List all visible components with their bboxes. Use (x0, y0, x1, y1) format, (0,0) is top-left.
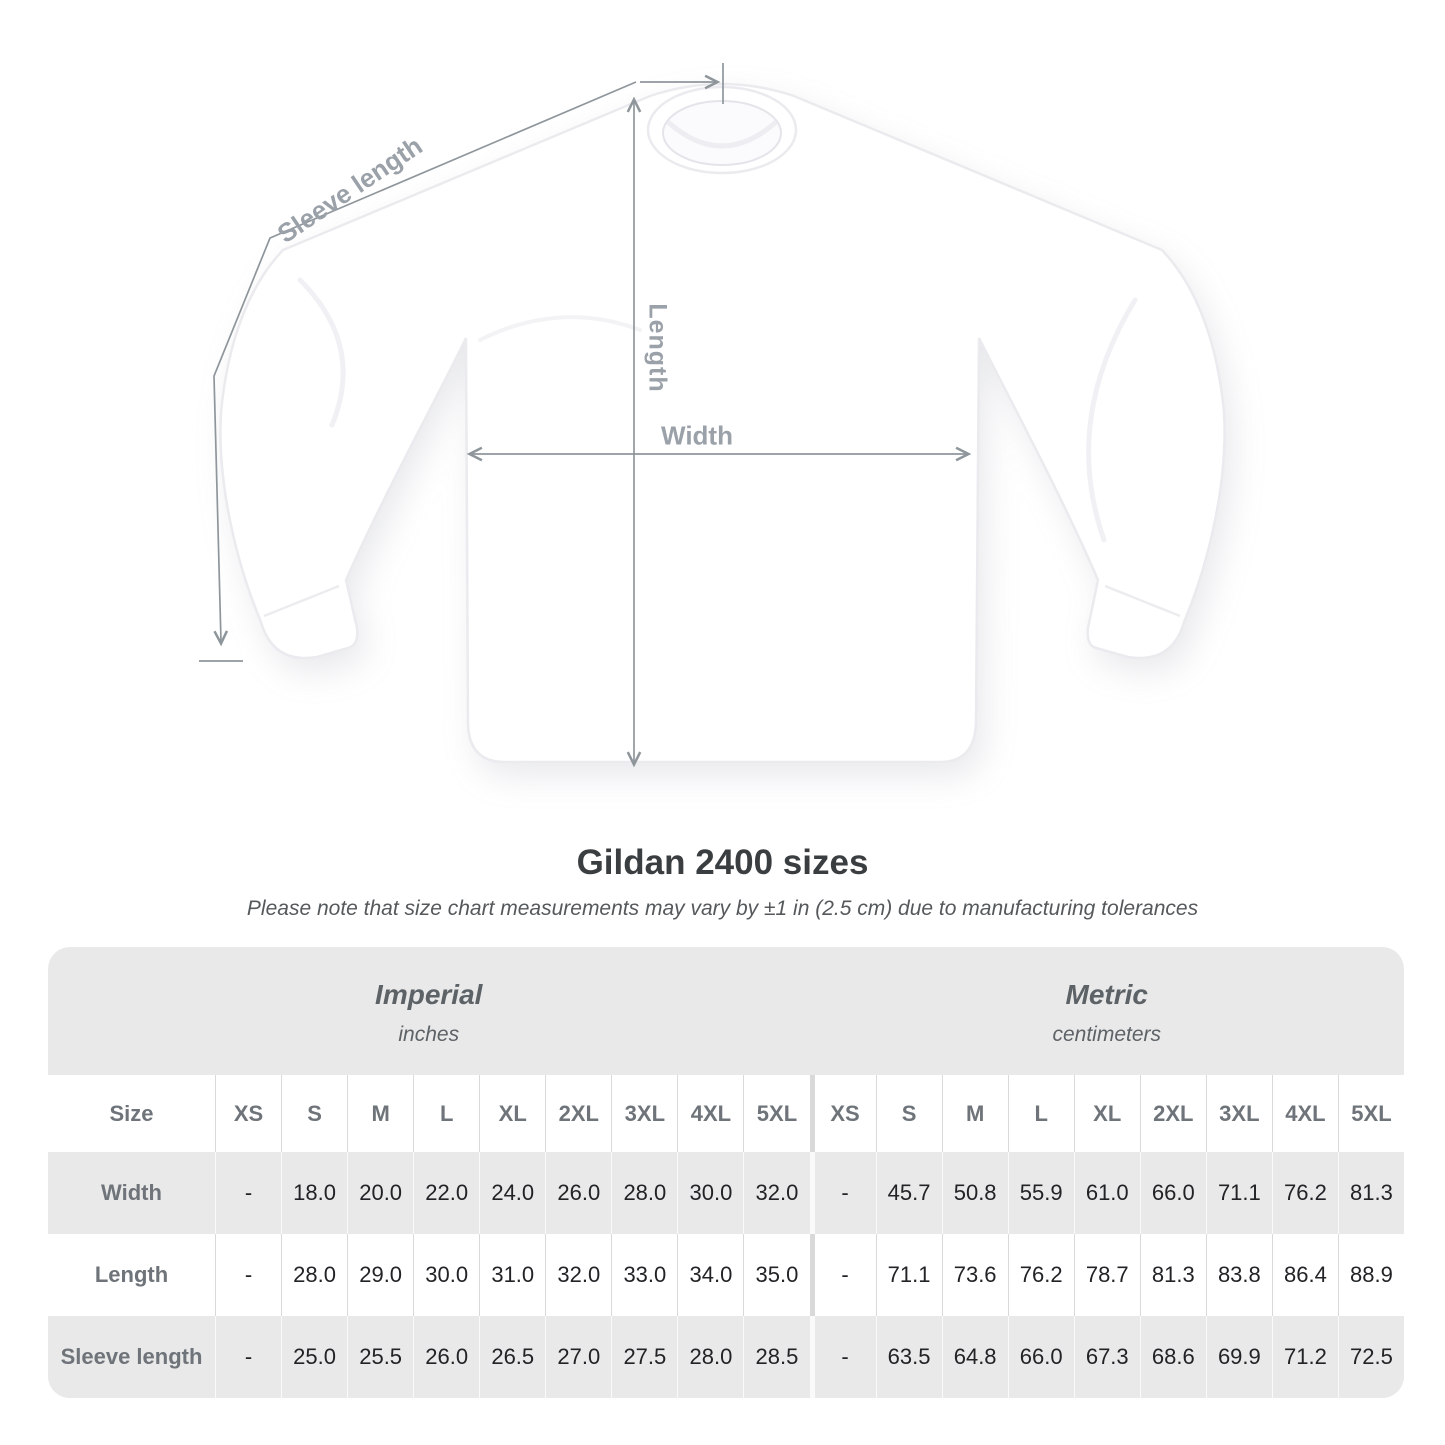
measurement-value: - (809, 1234, 876, 1316)
size-col-header-imperial-s: S (281, 1075, 347, 1152)
row-label: Length (94, 1262, 169, 1287)
measurement-value: 69.9 (1205, 1316, 1272, 1398)
shirt-measurement-diagram: Sleeve length Length Width (199, 63, 1226, 768)
size-col-header-imperial-3xl: 3XL (611, 1075, 677, 1152)
measurement-value: 63.5 (875, 1316, 942, 1398)
measurement-value: 32.0 (743, 1152, 809, 1234)
measurement-value: 71.2 (1271, 1316, 1338, 1398)
measurement-value: 35.0 (743, 1234, 809, 1316)
size-col-header-imperial-4xl: 4XL (677, 1075, 743, 1152)
measurement-value: 81.3 (1337, 1152, 1404, 1234)
metric-group-name: Metric (1065, 979, 1148, 1010)
measurement-value: 76.2 (1007, 1234, 1074, 1316)
size-col-header-imperial-m: M (347, 1075, 413, 1152)
imperial-group-unit: inches (398, 1023, 460, 1046)
measurement-value: 67.3 (1073, 1316, 1140, 1398)
measurement-value: 34.0 (677, 1234, 743, 1316)
measurement-value: 31.0 (479, 1234, 545, 1316)
measurement-value: 64.8 (941, 1316, 1008, 1398)
measurement-value: - (215, 1234, 281, 1316)
size-col-header-imperial-xl: XL (479, 1075, 545, 1152)
measurement-value: 68.6 (1139, 1316, 1206, 1398)
measurement-value: 66.0 (1007, 1316, 1074, 1398)
size-col-header-metric-2xl: 2XL (1139, 1075, 1206, 1152)
measurement-value: 83.8 (1205, 1234, 1272, 1316)
imperial-group-name: Imperial (375, 979, 483, 1010)
shirt-graphic (199, 63, 1226, 768)
size-col-header-imperial-5xl: 5XL (743, 1075, 809, 1152)
measurement-value: 28.0 (611, 1152, 677, 1234)
sleeve-length-arrow (199, 63, 724, 662)
size-col-header-metric-xs: XS (809, 1075, 876, 1152)
measurement-value: 25.0 (281, 1316, 347, 1398)
size-col-header-metric-5xl: 5XL (1337, 1075, 1404, 1152)
measurement-value: 20.0 (347, 1152, 413, 1234)
measurement-value: 25.5 (347, 1316, 413, 1398)
measurement-value: - (809, 1152, 876, 1234)
size-col-header-imperial-xs: XS (215, 1075, 281, 1152)
size-header-label: Size (109, 1100, 154, 1126)
measurement-value: 86.4 (1271, 1234, 1338, 1316)
measurement-value: 78.7 (1073, 1234, 1140, 1316)
table-row: Width -18.0 20.0 22.0 24.0 26.0 28.0 30.0 32.0-4… (48, 1152, 1404, 1234)
width-label: Width (661, 420, 733, 451)
measurement-value: 33.0 (611, 1234, 677, 1316)
tolerance-note: Please note that size chart measurements… (246, 897, 1199, 920)
measurement-value: 72.5 (1337, 1316, 1404, 1398)
measurement-value: - (809, 1316, 876, 1398)
row-label: Width (101, 1180, 162, 1205)
size-col-header-imperial-2xl: 2XL (545, 1075, 611, 1152)
page-title: Gildan 2400 sizes (576, 843, 869, 882)
size-col-header-metric-3xl: 3XL (1205, 1075, 1272, 1152)
measurement-value: 28.5 (743, 1316, 809, 1398)
size-col-header-metric-xl: XL (1073, 1075, 1140, 1152)
measurement-value: 71.1 (875, 1234, 942, 1316)
measurement-value: 88.9 (1337, 1234, 1404, 1316)
size-col-header-metric-4xl: 4XL (1271, 1075, 1338, 1152)
measurement-value: 45.7 (875, 1152, 942, 1234)
measurement-value: 29.0 (347, 1234, 413, 1316)
table-row: Sleeve length -25.0 25.5 26.0 26.5 27.0 27.5 28… (48, 1316, 1404, 1398)
imperial-group-header: Imperial inches (48, 947, 810, 1075)
measurement-value: 73.6 (941, 1234, 1008, 1316)
measurement-value: 28.0 (677, 1316, 743, 1398)
measurement-value: 26.0 (545, 1152, 611, 1234)
measurement-value: 27.5 (611, 1316, 677, 1398)
measurement-value: 30.0 (677, 1152, 743, 1234)
metric-group-unit: centimeters (1052, 1023, 1162, 1046)
measurement-value: 50.8 (941, 1152, 1008, 1234)
size-col-header-metric-l: L (1007, 1075, 1074, 1152)
measurement-value: - (215, 1316, 281, 1398)
size-chart-table: Imperial inches Metric centimeters Size X… (48, 947, 1404, 1398)
measurement-value: 26.5 (479, 1316, 545, 1398)
measurement-value: 66.0 (1139, 1152, 1206, 1234)
row-label: Sleeve length (60, 1344, 203, 1369)
size-header-row: Size XS S M L XL 2XL 3XL 4XL 5XL XS S M L XL 2XL 3XL 4XL 5… (48, 1075, 1404, 1152)
measurement-value: 26.0 (413, 1316, 479, 1398)
measurement-value: 30.0 (413, 1234, 479, 1316)
measurement-value: 71.1 (1205, 1152, 1272, 1234)
size-col-header-metric-m: M (941, 1075, 1008, 1152)
size-col-header-metric-s: S (875, 1075, 942, 1152)
measurement-lines (199, 63, 972, 768)
table-row: Length -28.0 29.0 30.0 31.0 32.0 33.0 34.0 35.0-… (48, 1234, 1404, 1316)
metric-group-header: Metric centimeters (810, 947, 1405, 1075)
size-col-header-imperial-l: L (413, 1075, 479, 1152)
long-sleeve-shirt-illustration (219, 82, 1226, 764)
measurement-value: - (215, 1152, 281, 1234)
measurement-value: 24.0 (479, 1152, 545, 1234)
measurement-value: 55.9 (1007, 1152, 1074, 1234)
measurement-value: 18.0 (281, 1152, 347, 1234)
length-label: Length (643, 303, 672, 393)
measurement-value: 76.2 (1271, 1152, 1338, 1234)
measurement-value: 22.0 (413, 1152, 479, 1234)
unit-group-header: Imperial inches Metric centimeters (48, 947, 1404, 1075)
measurement-value: 61.0 (1073, 1152, 1140, 1234)
measurement-value: 28.0 (281, 1234, 347, 1316)
measurement-value: 27.0 (545, 1316, 611, 1398)
measurement-value: 32.0 (545, 1234, 611, 1316)
size-table-rows: Size XS S M L XL 2XL 3XL 4XL 5XL XS S M L XL 2XL 3XL 4XL 5… (48, 1075, 1404, 1398)
measurement-value: 81.3 (1139, 1234, 1206, 1316)
